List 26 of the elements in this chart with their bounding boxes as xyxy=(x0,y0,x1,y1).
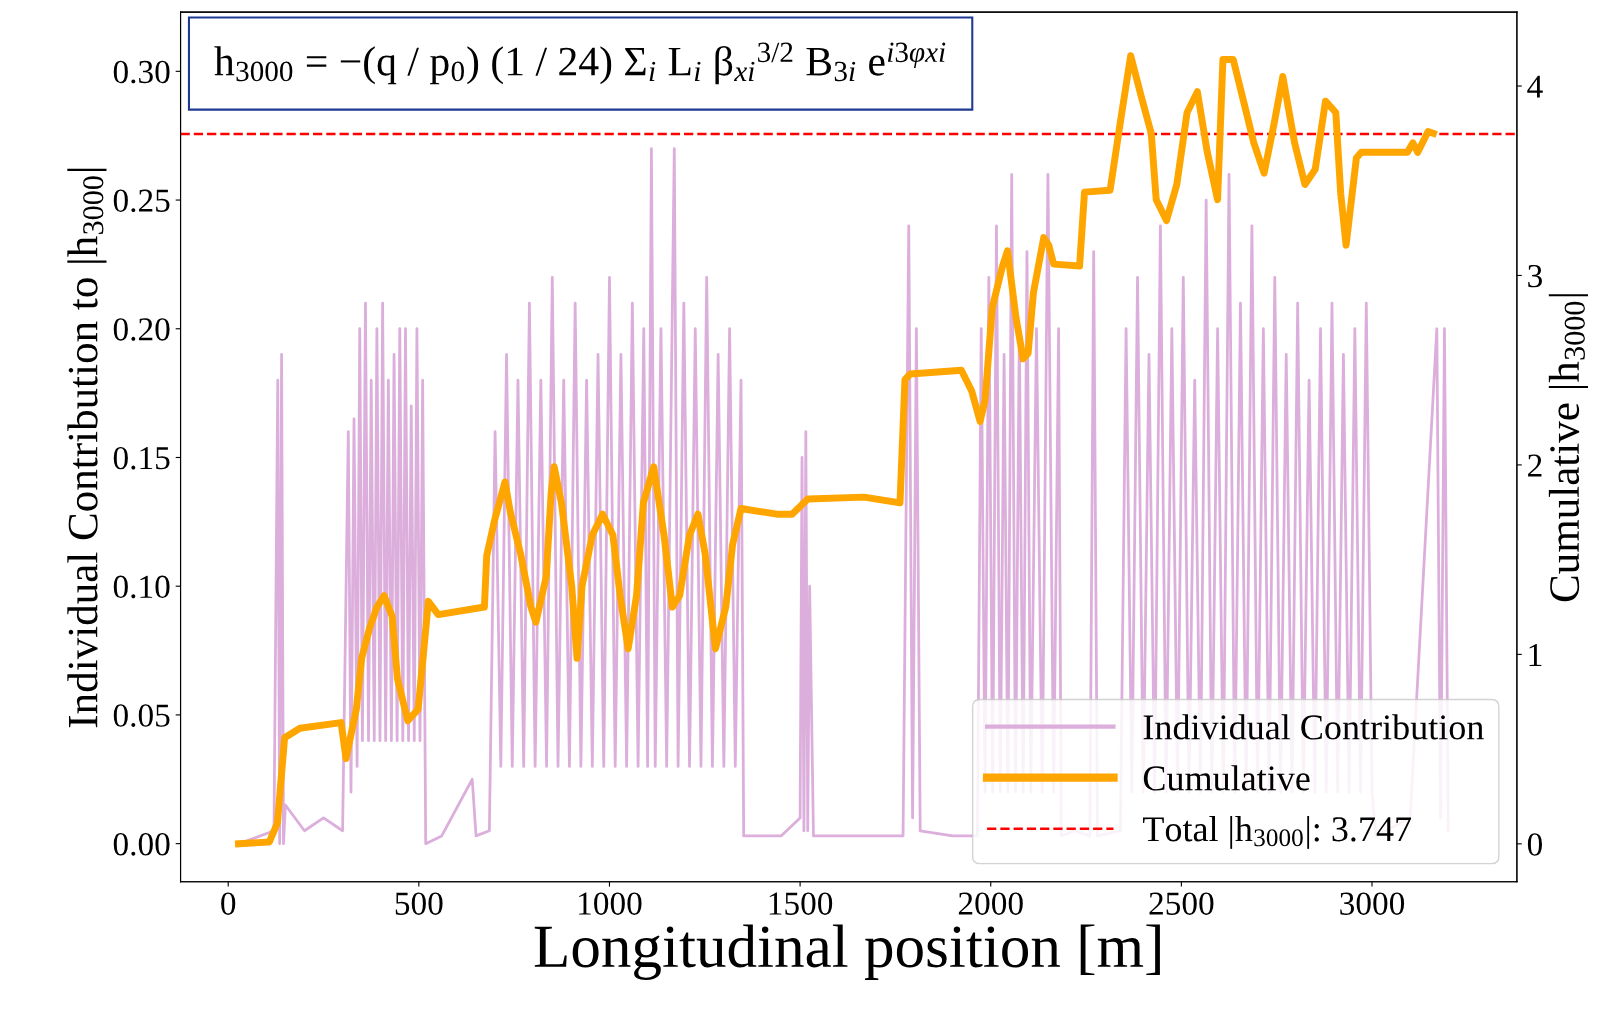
y-axis-title: Individual Contribution to |h$_{3000}$| xyxy=(67,168,107,728)
y2-tick-label: 2 xyxy=(1528,454,1542,477)
x-axis-title: Longitudinal position [m] xyxy=(534,924,1160,981)
y-tick-label: 0.05 xyxy=(113,704,170,727)
y2-tick-label: 4 xyxy=(1527,75,1543,98)
legend-label: Cumulative xyxy=(1143,765,1310,791)
x-tick-label: 500 xyxy=(395,892,443,915)
y2-tick-label: 0 xyxy=(1527,833,1543,856)
legend-label: Total |h$_{3000}$|: 3.747 xyxy=(1143,816,1412,849)
x-tick-label: 1500 xyxy=(769,892,833,915)
x-tick-label: 1000 xyxy=(579,892,642,915)
legend-label: Individual Contribution xyxy=(1143,714,1484,740)
x-tick-label: 2000 xyxy=(958,892,1023,915)
y2-tick-label: 1 xyxy=(1529,643,1542,666)
y2-tick-label: 3 xyxy=(1528,264,1542,288)
y-tick-label: 0.30 xyxy=(113,60,170,84)
y-tick-label: 0.25 xyxy=(113,189,170,213)
x-tick-label: 2500 xyxy=(1149,892,1214,915)
y-tick-label: 0.10 xyxy=(113,575,170,599)
text: h$_{3000}$ = −(q / p$_{0}$) (1 / 24) Σ$_{i}$ L$_{i}$ β$_{xi}$$^{3/2}$ B$_{3i}$ e$^{i3φxi}$ xyxy=(214,42,946,85)
x-tick-label: 0 xyxy=(221,892,236,915)
x-tick-label: 3000 xyxy=(1340,892,1405,915)
y-tick-label: 0.20 xyxy=(113,318,170,341)
y-tick-label: 0.15 xyxy=(113,446,170,470)
y2-axis-title: Cumulative |h$_{3000}$| xyxy=(1548,294,1588,602)
y-tick-label: 0.00 xyxy=(113,833,170,856)
